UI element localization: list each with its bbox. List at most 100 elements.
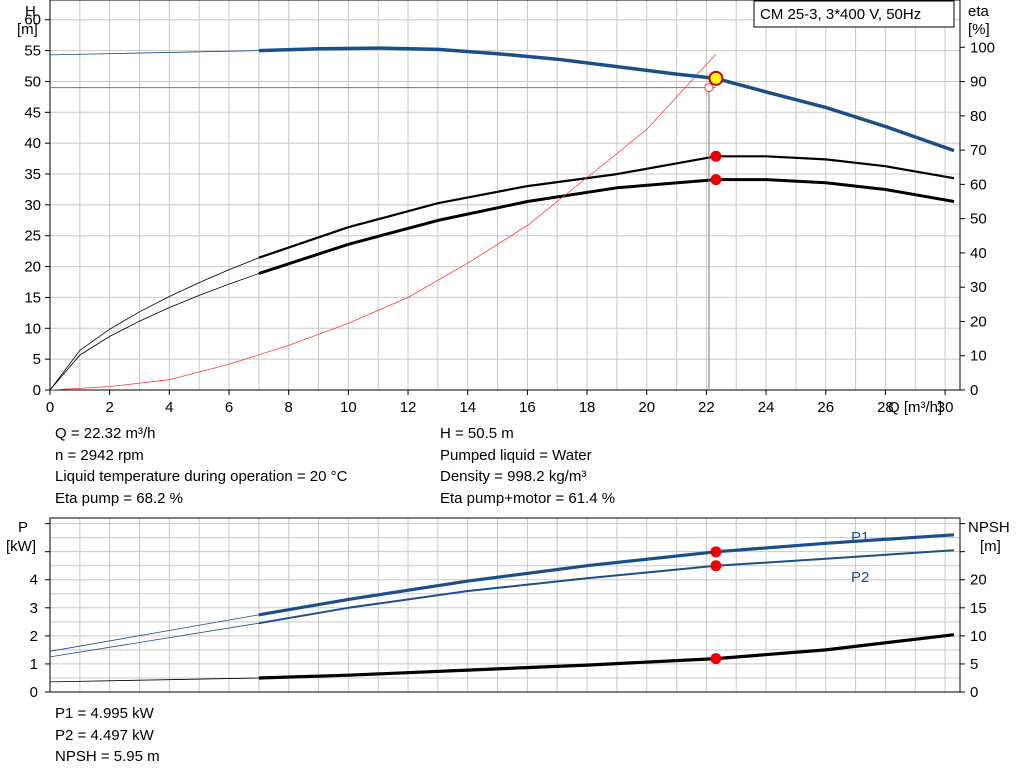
info-pumped-liquid: Pumped liquid = Water bbox=[440, 446, 592, 464]
y2-tick-label: 40 bbox=[970, 245, 987, 262]
x-tick-label: 24 bbox=[758, 399, 775, 416]
p-axis-unit: [kW] bbox=[6, 538, 36, 555]
y-tick-label: 60 bbox=[24, 12, 41, 29]
power-chart-ticks: 0 1 2 3 4 0 5 10 15 20 bbox=[30, 523, 987, 701]
p1-marker bbox=[710, 546, 722, 558]
info-liquid-temperature: Liquid temperature during operation = 20… bbox=[55, 468, 348, 485]
x-tick-label: 6 bbox=[225, 399, 233, 416]
info-density: Density = 998.2 kg/m³ bbox=[440, 468, 587, 485]
npsh-curve-extended bbox=[49, 677, 259, 683]
y2-tick-label: 70 bbox=[970, 142, 987, 159]
duty-info-bottom: P1 = 4.995 kW P2 = 4.497 kW NPSH = 5.95 … bbox=[55, 703, 160, 768]
eta-pump-curve bbox=[258, 178, 955, 275]
y-left-label: H bbox=[25, 3, 36, 20]
y-tick-label: 40 bbox=[24, 135, 41, 152]
x-tick-label: 0 bbox=[46, 399, 54, 416]
x-tick-label: 2 bbox=[106, 399, 114, 416]
head-curve-extended bbox=[49, 50, 259, 56]
x-tick-label: 28 bbox=[877, 399, 894, 416]
p-axis-label: P bbox=[18, 519, 28, 536]
p-tick-label: 0 bbox=[30, 684, 38, 701]
info-flow: Q = 22.32 m³/h bbox=[55, 425, 156, 442]
power-chart-curves bbox=[49, 533, 955, 683]
y-tick-label: 15 bbox=[24, 289, 41, 306]
info-speed: n = 2942 rpm bbox=[55, 446, 144, 464]
npsh-marker bbox=[710, 653, 722, 665]
npsh-axis-label: NPSH bbox=[968, 519, 1010, 536]
p1-curve-label: P1 bbox=[851, 529, 869, 546]
x-tick-label: 30 bbox=[937, 399, 954, 416]
y-left-unit: [m] bbox=[17, 21, 38, 38]
info-eta-pump-motor: Eta pump+motor = 61.4 % bbox=[440, 489, 616, 507]
x-tick-label: 26 bbox=[817, 399, 834, 416]
y-tick-label: 55 bbox=[24, 43, 41, 60]
info-p2: P2 = 4.497 kW bbox=[55, 726, 154, 744]
x-tick-label: 16 bbox=[519, 399, 536, 416]
eta-pump-motor-curve-extended bbox=[49, 257, 260, 391]
p1-curve-extended bbox=[49, 614, 259, 652]
x-axis-label: Q [m³/h] bbox=[888, 399, 942, 416]
x-tick-label: 4 bbox=[165, 399, 173, 416]
eta-red-curve bbox=[49, 53, 717, 391]
y-right-unit: [%] bbox=[968, 21, 990, 38]
y-tick-label: 5 bbox=[33, 351, 41, 368]
p-tick-label: 3 bbox=[30, 600, 38, 617]
npsh-tick-label: 5 bbox=[970, 656, 978, 673]
y2-tick-label: 80 bbox=[970, 108, 987, 125]
info-npsh: NPSH = 5.95 m bbox=[55, 748, 160, 765]
y2-tick-label: 20 bbox=[970, 313, 987, 330]
duty-info-right: H = 50.5 m Pumped liquid = Water Density… bbox=[440, 423, 615, 509]
p2-marker bbox=[710, 560, 722, 572]
y-tick-label: 25 bbox=[24, 228, 41, 245]
eta-pump-marker bbox=[710, 174, 722, 186]
head-chart-grid bbox=[50, 0, 960, 390]
y-tick-label: 50 bbox=[24, 73, 41, 90]
head-curve bbox=[258, 46, 955, 153]
info-eta-pump: Eta pump = 68.2 % bbox=[55, 489, 183, 507]
p-tick-label: 4 bbox=[30, 572, 38, 589]
npsh-tick-label: 0 bbox=[970, 684, 978, 701]
eta-point-marker bbox=[704, 83, 714, 93]
y2-tick-label: 30 bbox=[970, 279, 987, 296]
y2-tick-label: 60 bbox=[970, 176, 987, 193]
head-chart-ticks: 0 2 4 6 8 10 12 14 16 18 20 22 24 26 28 300510152025303… bbox=[24, 12, 995, 416]
y-tick-label: 45 bbox=[24, 104, 41, 121]
p2-curve bbox=[258, 549, 955, 625]
y2-tick-label: 90 bbox=[970, 74, 987, 91]
y-tick-label: 30 bbox=[24, 197, 41, 214]
info-p1: P1 = 4.995 kW bbox=[55, 705, 154, 722]
x-tick-label: 22 bbox=[698, 399, 715, 416]
eta-pump-motor-marker bbox=[710, 150, 722, 162]
x-tick-label: 8 bbox=[285, 399, 293, 416]
y2-tick-label: 50 bbox=[970, 211, 987, 228]
y-tick-label: 10 bbox=[24, 320, 41, 337]
npsh-axis-unit: [m] bbox=[980, 538, 1001, 555]
p-tick-label: 1 bbox=[30, 656, 38, 673]
x-tick-label: 20 bbox=[638, 399, 655, 416]
x-tick-label: 14 bbox=[459, 399, 476, 416]
head-chart-curves bbox=[49, 46, 955, 391]
power-chart-frame bbox=[49, 517, 961, 693]
duty-info-left: Q = 22.32 m³/h n = 2942 rpm Liquid tempe… bbox=[55, 423, 347, 509]
info-head: H = 50.5 m bbox=[440, 425, 514, 442]
legend-box bbox=[753, 0, 955, 28]
y-tick-label: 0 bbox=[33, 382, 41, 399]
npsh-tick-label: 20 bbox=[970, 572, 987, 589]
p1-curve bbox=[258, 533, 955, 617]
duty-point-marker bbox=[708, 70, 724, 86]
npsh-tick-label: 10 bbox=[970, 628, 987, 645]
npsh-curve bbox=[258, 633, 955, 680]
y-right-label: eta bbox=[968, 3, 990, 20]
npsh-tick-label: 15 bbox=[970, 600, 987, 617]
y2-tick-label: 0 bbox=[970, 382, 978, 399]
p2-curve-label: P2 bbox=[851, 569, 869, 586]
y2-tick-label: 10 bbox=[970, 348, 987, 365]
y2-tick-label: 100 bbox=[970, 39, 995, 56]
head-chart-frame bbox=[49, 0, 961, 391]
p2-curve-extended bbox=[49, 622, 259, 658]
eta-pump-curve-extended bbox=[49, 273, 260, 391]
legend-text: CM 25-3, 3*400 V, 50Hz bbox=[760, 6, 921, 23]
x-tick-label: 10 bbox=[340, 399, 357, 416]
y-tick-label: 35 bbox=[24, 166, 41, 183]
